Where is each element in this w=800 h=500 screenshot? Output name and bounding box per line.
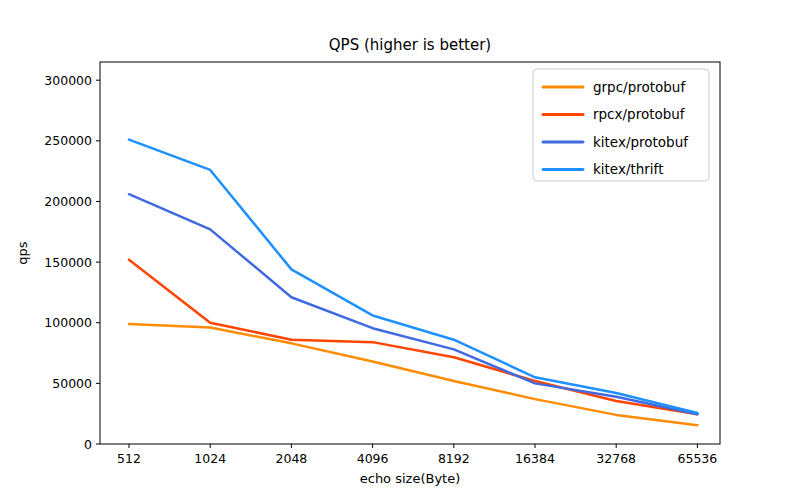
legend-label-rpcx-protobuf: rpcx/protobuf	[593, 106, 686, 122]
y-tick-label: 250000	[44, 133, 92, 148]
y-tick-label: 200000	[44, 194, 92, 209]
chart-title: QPS (higher is better)	[329, 36, 491, 54]
y-tick-label: 100000	[44, 315, 92, 330]
figure-canvas: 0 50000 100000 150000 200000 250000 300000 512 1…	[0, 0, 800, 500]
x-tick-label: 1024	[194, 451, 226, 466]
y-tick-label: 150000	[44, 255, 92, 270]
x-axis-label: echo size(Byte)	[360, 471, 461, 486]
x-tick-label: 8192	[438, 451, 470, 466]
x-tick-label: 4096	[357, 451, 389, 466]
legend-label-kitex-thrift: kitex/thrift	[593, 161, 663, 177]
x-tick-label: 65536	[678, 451, 718, 466]
y-tick-label: 50000	[52, 376, 92, 391]
x-tick-label: 512	[117, 451, 141, 466]
x-tick-label: 16384	[515, 451, 555, 466]
x-tick-label: 2048	[275, 451, 307, 466]
y-tick-label: 0	[84, 437, 92, 452]
legend-label-grpc-protobuf: grpc/protobuf	[593, 79, 686, 95]
y-axis-label: qps	[15, 241, 30, 265]
x-tick-label: 32768	[596, 451, 636, 466]
qps-line-chart: 0 50000 100000 150000 200000 250000 300000 512 1…	[0, 0, 800, 500]
y-tick-label: 300000	[44, 73, 92, 88]
legend-label-kitex-protobuf: kitex/protobuf	[593, 134, 689, 150]
